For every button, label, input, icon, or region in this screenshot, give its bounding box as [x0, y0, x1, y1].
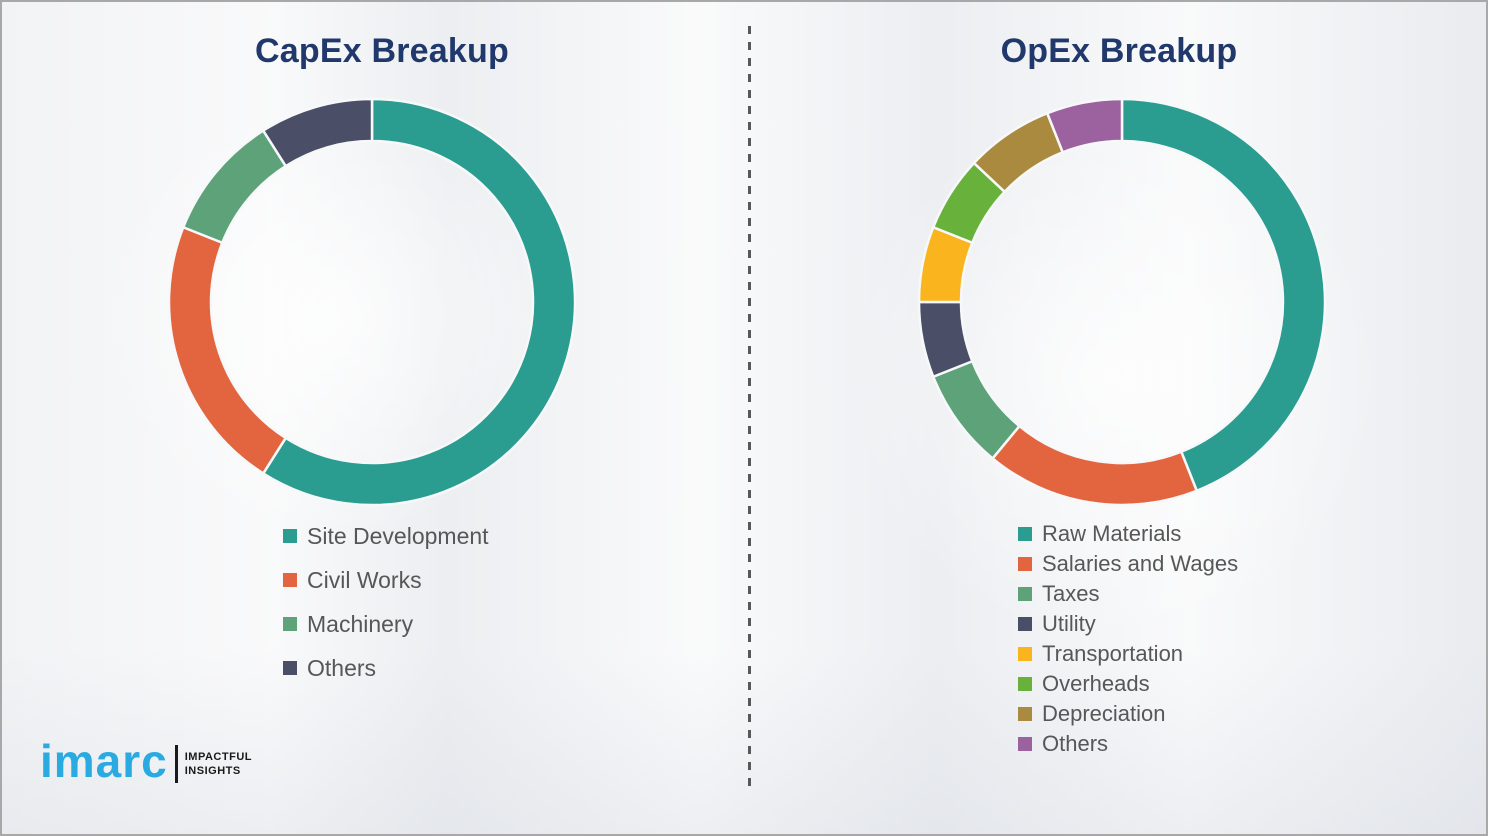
logo-separator-bar	[174, 745, 178, 783]
opex-legend: Raw Materials Salaries and Wages Taxes Util…	[1018, 519, 1238, 759]
civil-works-segment	[167, 226, 287, 475]
raw-materials-legend-swatch	[1018, 527, 1032, 541]
vertical-dashed-divider	[748, 26, 751, 792]
others-legend-label: Others	[307, 654, 377, 681]
raw-materials-segment	[1120, 97, 1327, 492]
legend-item-others: Others	[1018, 729, 1238, 759]
others-legend-label: Others	[1042, 731, 1109, 756]
capex-legend: Site Development Civil Works Machinery Othe…	[283, 514, 489, 690]
legend-item-depreciation: Depreciation	[1018, 699, 1238, 729]
imarc-logo: imarc IMPACTFUL INSIGHTS	[40, 738, 252, 784]
raw-materials-legend-label: Raw Materials	[1042, 521, 1182, 546]
others-legend-swatch	[283, 661, 297, 675]
others-segment	[1046, 97, 1124, 154]
transportation-legend-swatch	[1018, 647, 1032, 661]
utility-segment	[917, 300, 974, 378]
legend-item-others: Others	[283, 646, 489, 690]
legend-item-transportation: Transportation	[1018, 639, 1238, 669]
machinery-legend-label: Machinery	[307, 610, 414, 637]
legend-item-machinery: Machinery	[283, 602, 489, 646]
civil-works-legend-label: Civil Works	[307, 566, 422, 593]
site-development-legend-label: Site Development	[307, 522, 489, 549]
site-development-legend-swatch	[283, 529, 297, 543]
depreciation-legend-label: Depreciation	[1042, 701, 1166, 726]
opex-donut-chart	[917, 97, 1327, 507]
opex-chart-title: OpEx Breakup	[1000, 32, 1238, 70]
salaries-and-wages-legend-label: Salaries and Wages	[1042, 551, 1239, 576]
transportation-legend-label: Transportation	[1042, 641, 1184, 666]
depreciation-legend-swatch	[1018, 707, 1032, 721]
capex-chart-title: CapEx Breakup	[255, 32, 509, 70]
overheads-legend-swatch	[1018, 677, 1032, 691]
others-segment	[261, 97, 374, 168]
imarc-logo-text: imarc	[40, 735, 168, 787]
legend-item-utility: Utility	[1018, 609, 1238, 639]
legend-item-overheads: Overheads	[1018, 669, 1238, 699]
logo-tagline: IMPACTFUL INSIGHTS	[185, 750, 252, 779]
logo-tagline-line2: INSIGHTS	[184, 765, 241, 777]
others-legend-swatch	[1018, 737, 1032, 751]
utility-legend-swatch	[1018, 617, 1032, 631]
legend-item-salaries-and-wages: Salaries and Wages	[1018, 549, 1238, 579]
legend-item-raw-materials: Raw Materials	[1018, 519, 1238, 549]
machinery-segment	[182, 129, 287, 244]
taxes-legend-label: Taxes	[1042, 581, 1100, 606]
legend-item-taxes: Taxes	[1018, 579, 1238, 609]
salaries-and-wages-legend-swatch	[1018, 557, 1032, 571]
taxes-legend-swatch	[1018, 587, 1032, 601]
overheads-legend-label: Overheads	[1042, 671, 1150, 696]
legend-item-site-development: Site Development	[283, 514, 489, 558]
civil-works-legend-swatch	[283, 573, 297, 587]
logo-tagline-line1: IMPACTFUL	[184, 750, 252, 763]
salaries-and-wages-segment	[991, 424, 1198, 507]
machinery-legend-swatch	[283, 617, 297, 631]
capex-donut-chart	[167, 97, 577, 507]
legend-item-civil-works: Civil Works	[283, 558, 489, 602]
utility-legend-label: Utility	[1042, 611, 1096, 636]
site-development-segment	[261, 97, 577, 507]
